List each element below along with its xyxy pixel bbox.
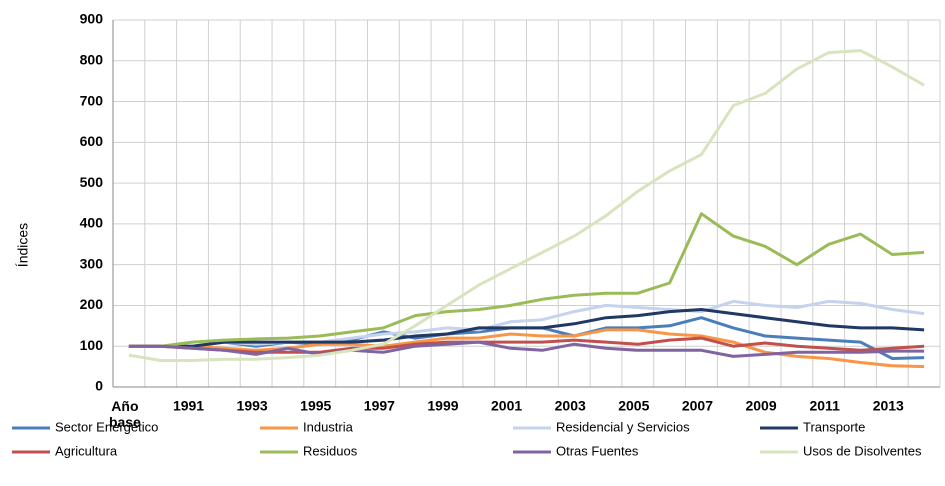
y-tick-label: 500 <box>80 174 104 190</box>
x-tick-label: 2013 <box>873 398 904 414</box>
y-tick-label: 200 <box>80 296 104 312</box>
series-line <box>128 212 925 348</box>
x-tick-label: 1999 <box>427 398 458 414</box>
x-tick-label: Año base <box>109 398 141 430</box>
y-tick-label: 900 <box>80 11 104 27</box>
legend-label: Residuos <box>303 443 358 458</box>
x-tick-label: 2011 <box>809 398 840 414</box>
x-tick-label: 1993 <box>237 398 268 414</box>
y-tick-label: 700 <box>80 92 104 108</box>
x-tick-label: 2005 <box>618 398 649 414</box>
x-tick-label: 2003 <box>555 398 586 414</box>
series-line <box>128 299 925 348</box>
series-line <box>128 49 925 362</box>
series-line <box>128 328 925 369</box>
legend-label: Transporte <box>803 419 865 434</box>
legend-label: Otras Fuentes <box>556 443 639 458</box>
x-tick-label: 1997 <box>364 398 395 414</box>
legend-label: Agricultura <box>55 443 118 458</box>
x-tick-label: 2007 <box>682 398 713 414</box>
series-line <box>128 340 925 358</box>
y-axis-label: Índices <box>15 223 31 267</box>
legend-label: Industria <box>303 419 354 434</box>
legend-label: Usos de Disolventes <box>803 443 922 458</box>
legend-label: Residencial y Servicios <box>556 419 690 434</box>
series-line <box>128 308 925 348</box>
y-tick-label: 0 <box>95 378 103 394</box>
x-tick-label: 1995 <box>300 398 331 414</box>
x-tick-label: 1991 <box>173 398 204 414</box>
x-tick-label: 2009 <box>745 398 776 414</box>
y-tick-label: 800 <box>80 51 104 67</box>
legend-label: Sector Energético <box>55 419 158 434</box>
y-tick-label: 300 <box>80 255 104 271</box>
y-tick-label: 600 <box>80 133 104 149</box>
y-tick-label: 100 <box>80 337 104 353</box>
x-tick-label: 2001 <box>491 398 522 414</box>
y-tick-label: 400 <box>80 215 104 231</box>
